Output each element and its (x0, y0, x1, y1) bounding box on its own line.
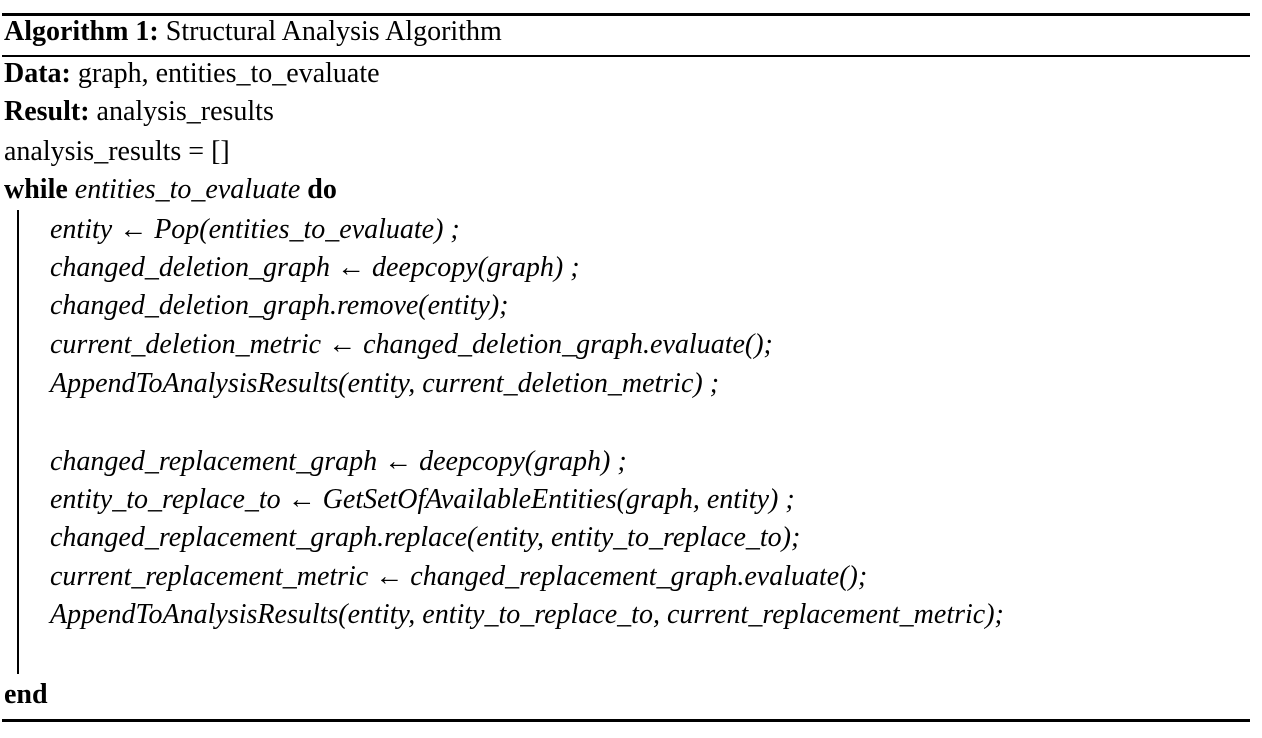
result-value: analysis_results (96, 96, 274, 127)
data-label: Data: (4, 58, 71, 89)
caption-title: Structural Analysis Algorithm (165, 16, 502, 47)
body-line-get-entities: entity_to_replace_to ← GetSetOfAvailable… (50, 484, 795, 515)
body-line-append-deletion: AppendToAnalysisResults(entity, current_… (50, 368, 720, 399)
while-block-bar (17, 210, 19, 674)
bottom-rule (2, 719, 1250, 722)
while-keyword: while (4, 174, 68, 205)
body-line-deletion-metric: current_deletion_metric ← changed_deleti… (50, 329, 773, 360)
result-label: Result: (4, 96, 90, 127)
body-line-replacement-metric: current_replacement_metric ← changed_rep… (50, 561, 868, 592)
caption-rule (2, 55, 1250, 57)
body-line-deepcopy-deletion: changed_deletion_graph ← deepcopy(graph)… (50, 252, 580, 283)
while-condition: entities_to_evaluate (74, 174, 301, 205)
data-value: graph, entities_to_evaluate (77, 58, 380, 89)
result-line: Result: analysis_results (4, 96, 274, 128)
data-line: Data: graph, entities_to_evaluate (4, 58, 380, 90)
init-line: analysis_results = [] (4, 136, 230, 167)
body-line-append-replacement: AppendToAnalysisResults(entity, entity_t… (50, 599, 1004, 630)
body-line-deepcopy-replacement: changed_replacement_graph ← deepcopy(gra… (50, 446, 627, 477)
body-line-replace: changed_replacement_graph.replace(entity… (50, 522, 801, 553)
body-line-pop: entity ← Pop(entities_to_evaluate) ; (50, 214, 460, 245)
caption-label: Algorithm 1: (4, 16, 159, 47)
top-rule (2, 13, 1250, 16)
algorithm-caption: Algorithm 1: Structural Analysis Algorit… (4, 16, 502, 48)
do-keyword: do (307, 174, 337, 205)
end-keyword: end (4, 679, 48, 710)
while-line: while entities_to_evaluate do (4, 174, 337, 206)
body-line-remove: changed_deletion_graph.remove(entity); (50, 290, 509, 321)
